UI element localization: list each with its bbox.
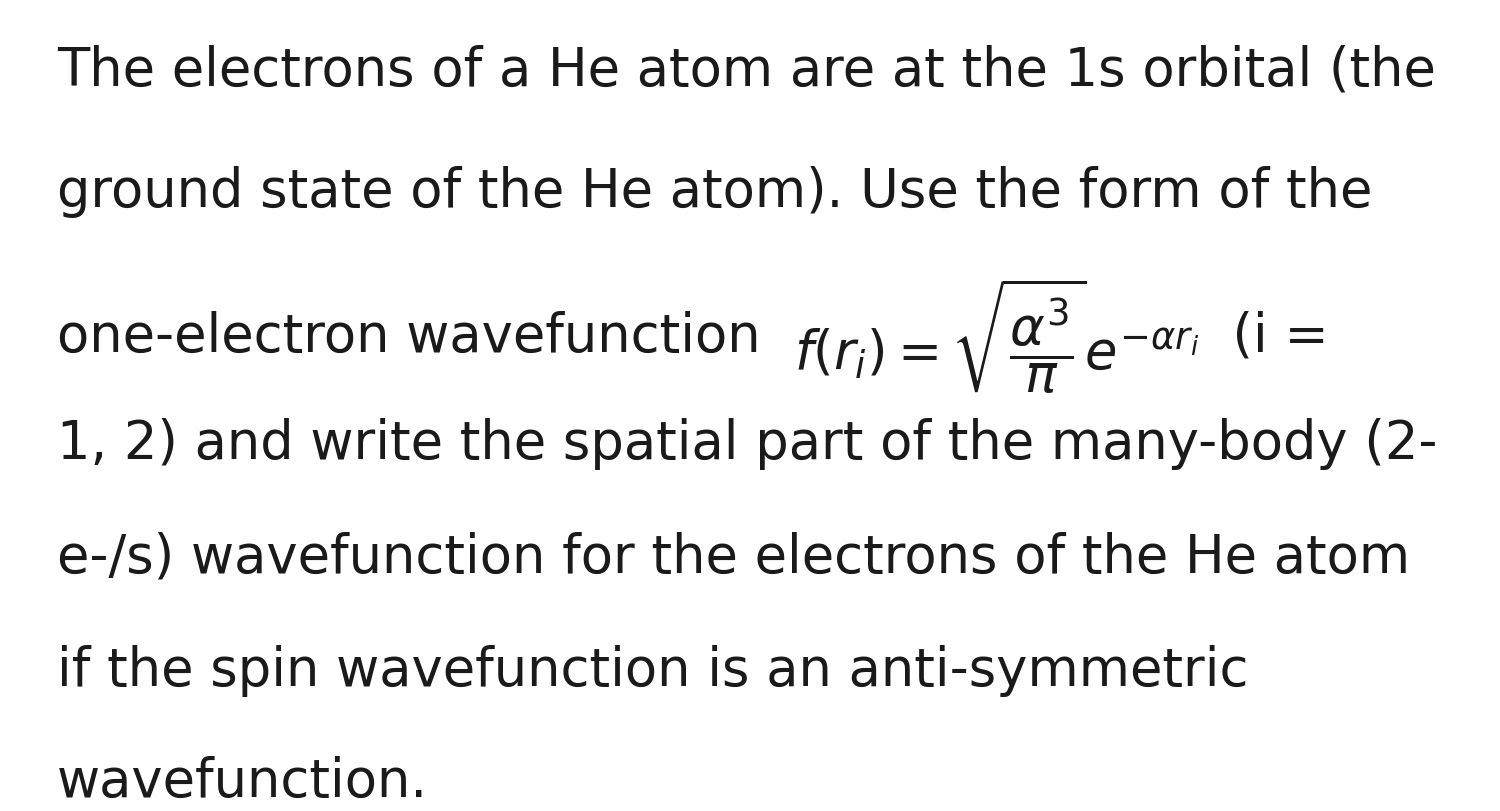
Text: ground state of the He atom). Use the form of the: ground state of the He atom). Use the fo… bbox=[57, 166, 1372, 218]
Text: one-electron wavefunction: one-electron wavefunction bbox=[57, 311, 794, 363]
Text: e-/s) wavefunction for the electrons of the He atom: e-/s) wavefunction for the electrons of … bbox=[57, 531, 1410, 583]
Text: 1, 2) and write the spatial part of the many-body (2-: 1, 2) and write the spatial part of the … bbox=[57, 418, 1437, 470]
Text: if the spin wavefunction is an anti-symmetric: if the spin wavefunction is an anti-symm… bbox=[57, 645, 1248, 697]
Text: wavefunction.: wavefunction. bbox=[57, 756, 427, 808]
Text: The electrons of a He atom are at the 1s orbital (the: The electrons of a He atom are at the 1s… bbox=[57, 45, 1436, 97]
Text: $f(r_i) = \sqrt{\dfrac{\alpha^3}{\pi}}e^{-\alpha r_i}$: $f(r_i) = \sqrt{\dfrac{\alpha^3}{\pi}}e^… bbox=[794, 277, 1200, 396]
Text: (i =: (i = bbox=[1200, 311, 1329, 363]
